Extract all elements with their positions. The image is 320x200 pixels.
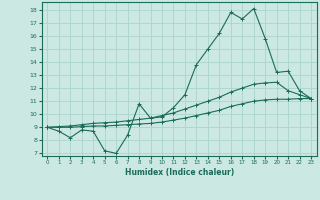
X-axis label: Humidex (Indice chaleur): Humidex (Indice chaleur): [124, 168, 234, 177]
